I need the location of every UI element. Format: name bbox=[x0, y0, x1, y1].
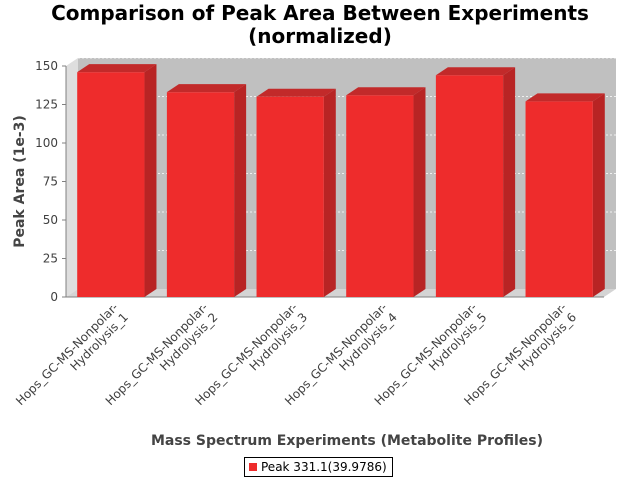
bar-top bbox=[77, 64, 157, 73]
bar bbox=[166, 92, 235, 298]
bar bbox=[346, 95, 414, 297]
bar-side bbox=[323, 88, 336, 297]
x-axis-title: Mass Spectrum Experiments (Metabolite Pr… bbox=[151, 433, 543, 449]
y-tick-label: 125 bbox=[35, 98, 58, 112]
bar bbox=[435, 75, 504, 298]
bar-side bbox=[234, 84, 247, 298]
y-axis-title: Peak Area (1e-3) bbox=[12, 115, 28, 248]
bar-side bbox=[144, 64, 157, 297]
y-tick-label: 0 bbox=[50, 290, 58, 304]
bar-top bbox=[435, 67, 516, 76]
bar-top bbox=[346, 87, 426, 96]
y-tick-label: 50 bbox=[43, 213, 58, 227]
bar-side bbox=[503, 67, 516, 298]
bar-side bbox=[592, 93, 605, 297]
legend-swatch bbox=[249, 463, 257, 471]
bar-top bbox=[166, 84, 247, 93]
chart-title-line-1: Comparison of Peak Area Between Experime… bbox=[51, 1, 589, 25]
bar-top bbox=[525, 93, 605, 102]
y-tick-label: 150 bbox=[35, 59, 58, 73]
chart-title-line-2: (normalized) bbox=[248, 24, 392, 48]
legend-label: Peak 331.1(39.9786) bbox=[261, 460, 387, 474]
y-tick-label: 25 bbox=[43, 252, 58, 266]
plot-side-wall bbox=[66, 58, 78, 297]
x-tick-label-line: Hops_GC-MS-Nonpolar- bbox=[13, 300, 121, 408]
y-tick-label: 75 bbox=[43, 175, 58, 189]
bar-side bbox=[413, 87, 426, 297]
bar-top bbox=[256, 88, 336, 97]
y-tick-label: 100 bbox=[35, 136, 58, 150]
bar bbox=[256, 96, 324, 297]
legend: Peak 331.1(39.9786) bbox=[244, 457, 393, 477]
bar bbox=[77, 72, 145, 297]
bar bbox=[525, 101, 593, 297]
chart-title: Comparison of Peak Area Between Experime… bbox=[0, 2, 640, 48]
